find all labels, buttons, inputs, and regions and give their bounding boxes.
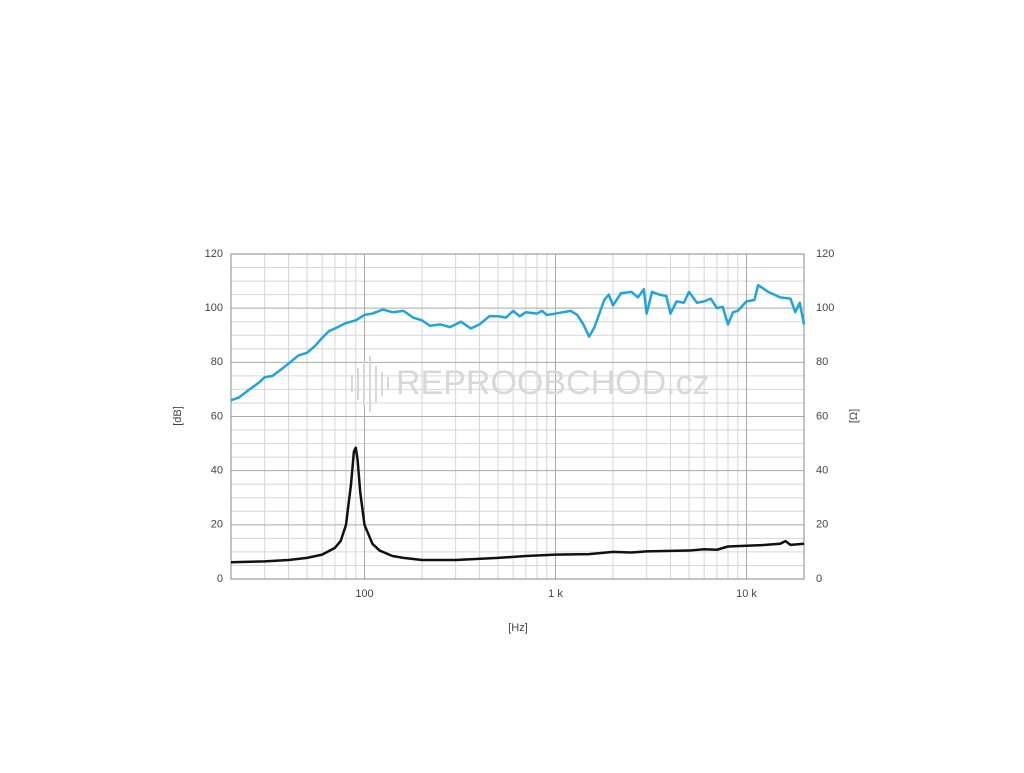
plot-frame [230, 253, 805, 580]
watermark: REPROOBCHOD.cz [396, 364, 710, 402]
y2-tick-label: 120 [816, 248, 834, 260]
y-axis-label: [dB] [172, 406, 184, 426]
series-line [230, 446, 805, 564]
series-line [230, 283, 806, 402]
x-tick-label: 100 [355, 588, 373, 600]
grid [230, 253, 805, 580]
y-tick-label: 100 [205, 302, 223, 314]
y2-tick-label: 20 [816, 519, 828, 531]
y2-tick-label: 80 [816, 356, 828, 368]
x-tick-label: 1 k [548, 588, 563, 600]
y-tick-label: 120 [205, 248, 223, 260]
y-tick-label: 0 [217, 573, 223, 585]
plot [230, 283, 806, 564]
y-tick-label: 60 [211, 410, 223, 422]
y2-tick-label: 60 [816, 410, 828, 422]
y-tick-label: 40 [211, 465, 223, 477]
y2-tick-label: 0 [816, 573, 822, 585]
y2-tick-label: 100 [816, 302, 834, 314]
watermark-icon [351, 356, 389, 412]
x-axis-label: [Hz] [508, 622, 528, 634]
y-tick-label: 20 [211, 519, 223, 531]
x-tick-label: 10 k [736, 588, 757, 600]
y2-axis-label: [Ω] [848, 409, 860, 423]
y-tick-label: 80 [211, 356, 223, 368]
y2-tick-label: 40 [816, 465, 828, 477]
